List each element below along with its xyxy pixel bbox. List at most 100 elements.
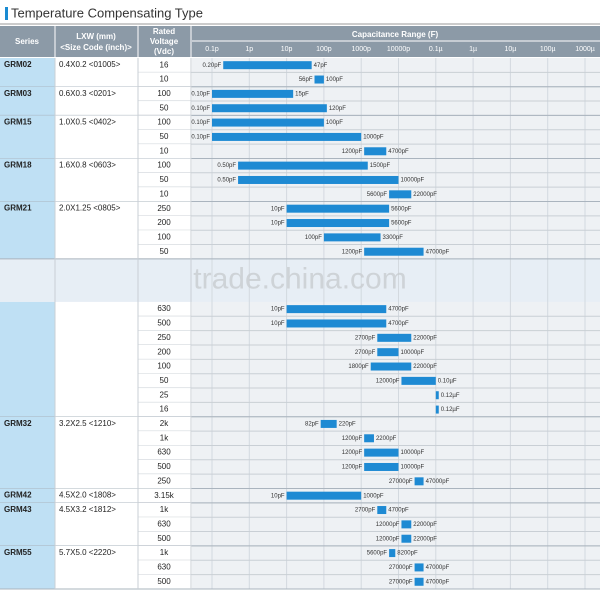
max-label: 4700pF bbox=[388, 307, 409, 313]
voltage-cell bbox=[138, 172, 191, 188]
voltage: 50 bbox=[160, 175, 169, 184]
range-bar bbox=[401, 376, 436, 385]
max-label: 0.12µF bbox=[441, 407, 460, 413]
voltage-cell bbox=[138, 144, 191, 159]
max-label: 5600pF bbox=[391, 206, 412, 212]
voltage: 250 bbox=[157, 333, 171, 342]
min-label: 10pF bbox=[271, 321, 285, 327]
max-label: 0.10µF bbox=[438, 378, 457, 384]
range-bar bbox=[364, 462, 399, 471]
series-name: GRM32 bbox=[4, 419, 32, 428]
min-label: 1200pF bbox=[342, 436, 363, 442]
header-voltage: (Vdc) bbox=[154, 47, 174, 56]
axis-tick-label: 0.1p bbox=[205, 46, 219, 53]
size-cell bbox=[55, 86, 138, 116]
voltage: 50 bbox=[160, 247, 169, 256]
range-bar bbox=[364, 247, 424, 256]
voltage-cell bbox=[138, 474, 191, 489]
min-label: 27000pF bbox=[389, 479, 413, 485]
title-accent bbox=[5, 7, 8, 20]
voltage: 3.15k bbox=[154, 491, 175, 500]
voltage: 100 bbox=[157, 89, 171, 98]
voltage: 1k bbox=[160, 505, 169, 514]
range-bar bbox=[320, 419, 337, 428]
min-label: 27000pF bbox=[389, 579, 413, 585]
voltage: 1k bbox=[160, 433, 169, 442]
max-label: 0.12µF bbox=[441, 393, 460, 399]
size-cell bbox=[55, 201, 138, 259]
min-label: 1800pF bbox=[348, 364, 369, 370]
max-label: 4700pF bbox=[388, 149, 409, 155]
voltage-cell bbox=[138, 488, 191, 503]
axis-tick-label: 1000µ bbox=[575, 46, 595, 53]
min-label: 100pF bbox=[305, 235, 322, 241]
voltage: 630 bbox=[157, 519, 171, 528]
voltage-cell bbox=[138, 187, 191, 202]
min-label: 0.10pF bbox=[191, 135, 210, 141]
size-code: 3.2X2.5 <1210> bbox=[59, 419, 116, 428]
min-label: 0.50pF bbox=[217, 178, 236, 184]
axis-tick-label: 10p bbox=[281, 46, 293, 53]
series-name: GRM43 bbox=[4, 505, 32, 514]
voltage-cell bbox=[138, 230, 191, 245]
series-cell bbox=[0, 201, 55, 259]
header-series: Series bbox=[15, 37, 40, 46]
series-cell bbox=[0, 86, 55, 116]
range-bar bbox=[223, 61, 312, 70]
voltage: 630 bbox=[157, 448, 171, 457]
voltage-cell bbox=[138, 445, 191, 460]
series-name: GRM55 bbox=[4, 548, 32, 557]
series-name: GRM42 bbox=[4, 491, 32, 500]
range-bar bbox=[238, 161, 368, 170]
max-label: 8200pF bbox=[397, 551, 418, 557]
size-code: 0.6X0.3 <0201> bbox=[59, 89, 116, 98]
range-bar bbox=[238, 175, 399, 184]
max-label: 3300pF bbox=[383, 235, 404, 241]
voltage: 100 bbox=[157, 161, 171, 170]
axis-tick-label: 0.1µ bbox=[429, 46, 443, 53]
range-bar bbox=[286, 204, 390, 213]
series-name: GRM15 bbox=[4, 118, 32, 127]
max-label: 1000pF bbox=[363, 493, 384, 499]
axis-tick-label: 1p bbox=[245, 46, 253, 53]
max-label: 47pF bbox=[314, 63, 328, 69]
min-label: 0.50pF bbox=[217, 163, 236, 169]
voltage-cell bbox=[138, 416, 191, 432]
range-bar bbox=[286, 319, 387, 328]
voltage-cell bbox=[138, 373, 191, 389]
min-label: 2700pF bbox=[355, 335, 376, 341]
voltage-cell bbox=[138, 531, 191, 546]
size-cell bbox=[55, 158, 138, 202]
min-label: 0.20pF bbox=[203, 63, 222, 69]
max-label: 2200pF bbox=[376, 436, 397, 442]
range-bar bbox=[389, 190, 412, 199]
range-bar bbox=[377, 333, 412, 342]
min-label: 27000pF bbox=[389, 565, 413, 571]
max-label: 22000pF bbox=[413, 522, 437, 528]
voltage: 100 bbox=[157, 118, 171, 127]
voltage: 500 bbox=[157, 319, 171, 328]
series-cell bbox=[0, 545, 55, 589]
series-cell bbox=[0, 301, 55, 417]
size-cell bbox=[55, 416, 138, 489]
max-label: 10000pF bbox=[401, 350, 425, 356]
min-label: 12000pF bbox=[376, 522, 400, 528]
voltage-cell bbox=[138, 58, 191, 73]
max-label: 220pF bbox=[339, 422, 356, 428]
max-label: 22000pF bbox=[413, 536, 437, 542]
min-label: 12000pF bbox=[376, 378, 400, 384]
voltage-cell bbox=[138, 72, 191, 87]
axis-tick-label: 10000p bbox=[387, 46, 410, 53]
voltage-cell bbox=[138, 359, 191, 374]
min-label: 10pF bbox=[271, 206, 285, 212]
header-voltage: Rated bbox=[153, 27, 175, 36]
max-label: 22000pF bbox=[413, 192, 437, 198]
size-cell bbox=[55, 545, 138, 589]
range-bar bbox=[323, 233, 381, 242]
range-bar bbox=[364, 147, 387, 156]
voltage: 50 bbox=[160, 132, 169, 141]
max-label: 1500pF bbox=[370, 163, 391, 169]
size-cell bbox=[55, 115, 138, 159]
voltage-cell bbox=[138, 574, 191, 589]
voltage-cell bbox=[138, 502, 191, 518]
